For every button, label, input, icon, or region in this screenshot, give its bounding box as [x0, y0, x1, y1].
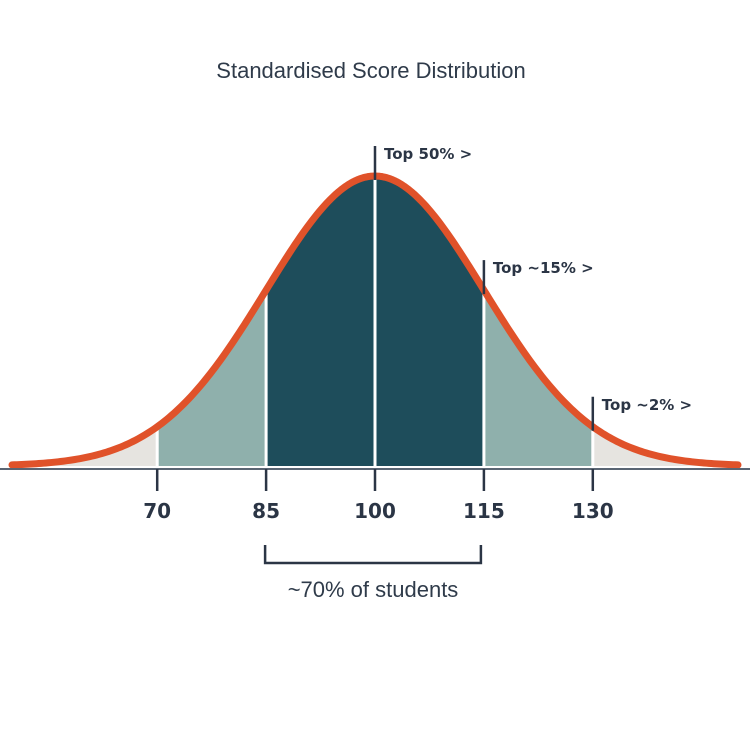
- bracket-group: ~70% of students: [263, 545, 483, 602]
- bracket-label: ~70% of students: [288, 577, 459, 602]
- tick-label-70: 70: [143, 499, 171, 523]
- tick-label-130: 130: [572, 499, 614, 523]
- x-axis-ticks: 70 85 100 115 130: [143, 469, 614, 523]
- marker-label-115: Top ~15% >: [493, 259, 594, 277]
- region-85-100: [266, 176, 375, 466]
- bracket-line: [263, 545, 483, 565]
- tick-label-115: 115: [463, 499, 505, 523]
- marker-label-100: Top 50% >: [384, 145, 472, 163]
- region-100-115: [375, 176, 484, 466]
- chart-title: Standardised Score Distribution: [216, 58, 525, 83]
- percentile-markers: Top 50% > Top ~15% > Top ~2% >: [373, 145, 692, 431]
- region-130-150: [592, 426, 738, 466]
- region-dividers: [155, 176, 595, 466]
- tick-label-100: 100: [354, 499, 396, 523]
- tick-label-85: 85: [252, 499, 280, 523]
- marker-label-130: Top ~2% >: [602, 396, 692, 414]
- region-50-70: [12, 426, 158, 466]
